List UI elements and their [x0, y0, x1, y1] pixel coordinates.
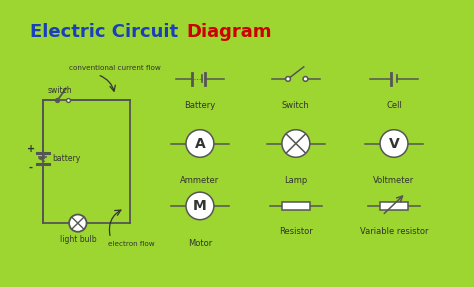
Text: battery: battery — [53, 154, 81, 163]
Text: Diagram: Diagram — [187, 23, 273, 40]
Text: M: M — [193, 199, 207, 213]
Circle shape — [186, 192, 214, 220]
Text: Ammeter: Ammeter — [180, 176, 219, 185]
Text: Electric Circuit: Electric Circuit — [30, 23, 185, 40]
Text: light bulb: light bulb — [60, 235, 96, 244]
Bar — [380, 202, 408, 210]
Text: Voltmeter: Voltmeter — [374, 176, 415, 185]
Text: Lamp: Lamp — [284, 176, 308, 185]
Circle shape — [286, 77, 291, 81]
Circle shape — [282, 130, 310, 157]
Circle shape — [380, 130, 408, 157]
Text: +: + — [27, 144, 35, 154]
Text: Motor: Motor — [188, 239, 212, 248]
Text: V: V — [389, 137, 400, 150]
Text: Battery: Battery — [184, 101, 216, 110]
Text: Cell: Cell — [386, 101, 402, 110]
Text: conventional current flow: conventional current flow — [69, 65, 161, 71]
Text: Switch: Switch — [282, 101, 310, 110]
Text: -: - — [29, 163, 33, 173]
Circle shape — [69, 215, 87, 232]
Bar — [282, 202, 310, 210]
Text: switch: switch — [48, 86, 73, 95]
Text: electron flow: electron flow — [109, 241, 155, 247]
Circle shape — [303, 77, 308, 81]
Circle shape — [186, 130, 214, 157]
Text: A: A — [194, 137, 205, 150]
Text: Variable resistor: Variable resistor — [360, 227, 428, 236]
Text: Resistor: Resistor — [279, 227, 313, 236]
